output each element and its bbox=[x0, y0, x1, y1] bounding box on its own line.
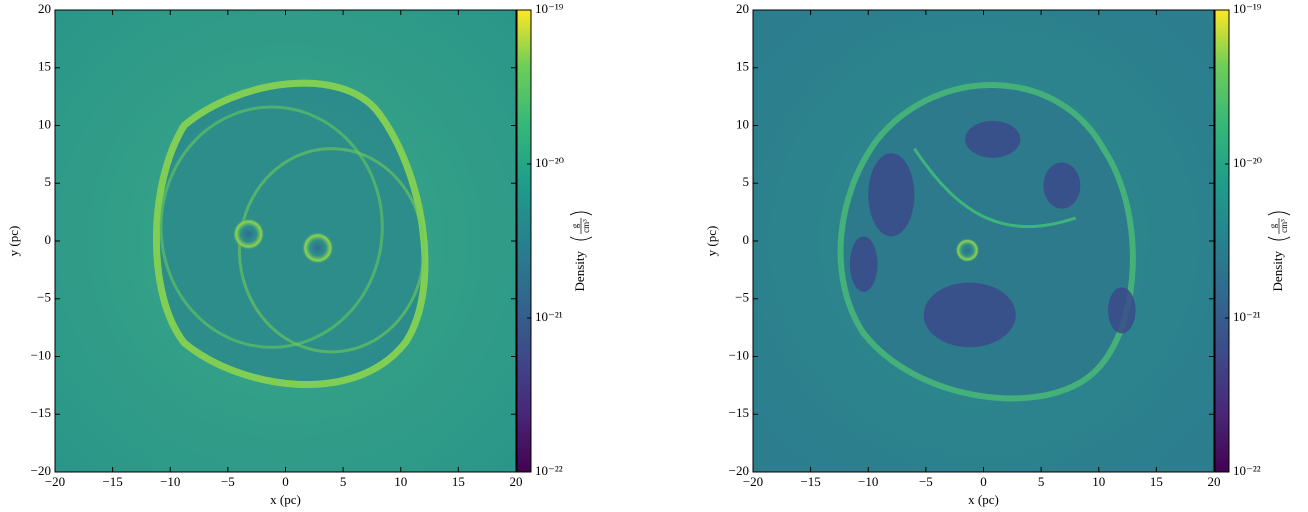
y-tick-label: 10 bbox=[736, 116, 749, 131]
paren bbox=[1267, 236, 1291, 241]
x-tick-label: 0 bbox=[980, 474, 987, 489]
y-tick-label: 0 bbox=[743, 232, 750, 247]
shell-inner bbox=[159, 105, 384, 349]
x-tick-label: −15 bbox=[800, 474, 820, 489]
colorbar bbox=[1214, 9, 1230, 473]
y-tick-label: 15 bbox=[38, 59, 51, 74]
panel: −20 −15 −10 −5 0 5 10 15 20 −20 −15 −10 −5 0 5 10 15 20 x … bbox=[704, 1, 1291, 507]
hot-spot bbox=[955, 238, 980, 263]
x-tick-label: −10 bbox=[160, 474, 180, 489]
x-axis-label: x (pc) bbox=[968, 492, 999, 507]
y-tick-label: 10 bbox=[38, 116, 51, 131]
y-tick-label: −5 bbox=[735, 290, 749, 305]
hot-spot bbox=[232, 218, 265, 251]
colorbar-tick-label: 10⁻¹⁹ bbox=[1233, 1, 1262, 16]
paren bbox=[569, 236, 593, 241]
filament bbox=[913, 147, 1077, 229]
x-tick-label: −5 bbox=[221, 474, 235, 489]
paren bbox=[569, 211, 593, 216]
x-tick-label: 10 bbox=[1092, 474, 1105, 489]
x-tick-label: 15 bbox=[452, 474, 465, 489]
y-tick-label: −15 bbox=[31, 405, 51, 420]
x-tick-label: 20 bbox=[1208, 474, 1221, 489]
colorbar-tick-label: 10⁻²⁰ bbox=[535, 155, 564, 170]
low-density-region bbox=[923, 282, 1016, 348]
y-tick-label: 20 bbox=[736, 1, 749, 16]
x-tick-label: 5 bbox=[340, 474, 347, 489]
y-tick-label: 0 bbox=[45, 232, 52, 247]
x-tick-label: −5 bbox=[919, 474, 933, 489]
panel: −20 −15 −10 −5 0 5 10 15 20 −20 −15 −10 −5 0 5 10 15 20 x … bbox=[6, 1, 593, 507]
paren bbox=[1267, 211, 1291, 216]
shell-inner bbox=[237, 147, 426, 354]
y-tick-label: 5 bbox=[743, 174, 750, 189]
y-tick-label: −20 bbox=[729, 463, 749, 478]
colorbar-tick-label: 10⁻²² bbox=[535, 463, 563, 478]
low-density-region bbox=[1107, 287, 1136, 334]
y-axis-label: y (pc) bbox=[704, 226, 719, 257]
x-tick-label: 0 bbox=[282, 474, 289, 489]
colorbar-title: Density bbox=[572, 251, 587, 292]
y-tick-label: −10 bbox=[31, 347, 51, 362]
colorbar bbox=[516, 9, 532, 473]
x-tick-label: 10 bbox=[394, 474, 407, 489]
x-tick-label: 20 bbox=[510, 474, 523, 489]
low-density-region bbox=[868, 153, 915, 237]
x-tick-label: −20 bbox=[743, 474, 763, 489]
shell-outer bbox=[152, 79, 429, 388]
y-tick-label: 5 bbox=[45, 174, 52, 189]
y-tick-label: −20 bbox=[31, 463, 51, 478]
low-density-region bbox=[1043, 162, 1081, 209]
y-tick-label: −10 bbox=[729, 347, 749, 362]
y-tick-label: −15 bbox=[729, 405, 749, 420]
x-tick-label: 5 bbox=[1038, 474, 1045, 489]
y-tick-label: 20 bbox=[38, 1, 51, 16]
x-tick-label: −20 bbox=[45, 474, 65, 489]
x-tick-label: 15 bbox=[1150, 474, 1163, 489]
y-tick-label: 15 bbox=[736, 59, 749, 74]
x-tick-label: −15 bbox=[102, 474, 122, 489]
y-axis-label: y (pc) bbox=[6, 226, 21, 257]
colorbar-tick-label: 10⁻²¹ bbox=[1233, 309, 1261, 324]
y-tick-label: −5 bbox=[37, 290, 51, 305]
hot-spot bbox=[301, 231, 334, 264]
colorbar-title: Density bbox=[1270, 251, 1285, 292]
low-density-region bbox=[965, 120, 1021, 158]
colorbar-label: Density g cm³ bbox=[1267, 211, 1291, 292]
low-density-region bbox=[849, 236, 878, 292]
unit-numerator: g bbox=[1268, 223, 1278, 228]
unit-numerator: g bbox=[570, 223, 580, 228]
unit-denominator: cm³ bbox=[581, 219, 591, 233]
unit-denominator: cm³ bbox=[1279, 219, 1289, 233]
colorbar-label: Density g cm³ bbox=[569, 211, 593, 292]
colorbar-tick-label: 10⁻²⁰ bbox=[1233, 155, 1262, 170]
x-axis-label: x (pc) bbox=[270, 492, 301, 507]
colorbar-tick-label: 10⁻²² bbox=[1233, 463, 1261, 478]
x-tick-label: −10 bbox=[858, 474, 878, 489]
colorbar-tick-label: 10⁻¹⁹ bbox=[535, 1, 564, 16]
colorbar-tick-label: 10⁻²¹ bbox=[535, 309, 563, 324]
